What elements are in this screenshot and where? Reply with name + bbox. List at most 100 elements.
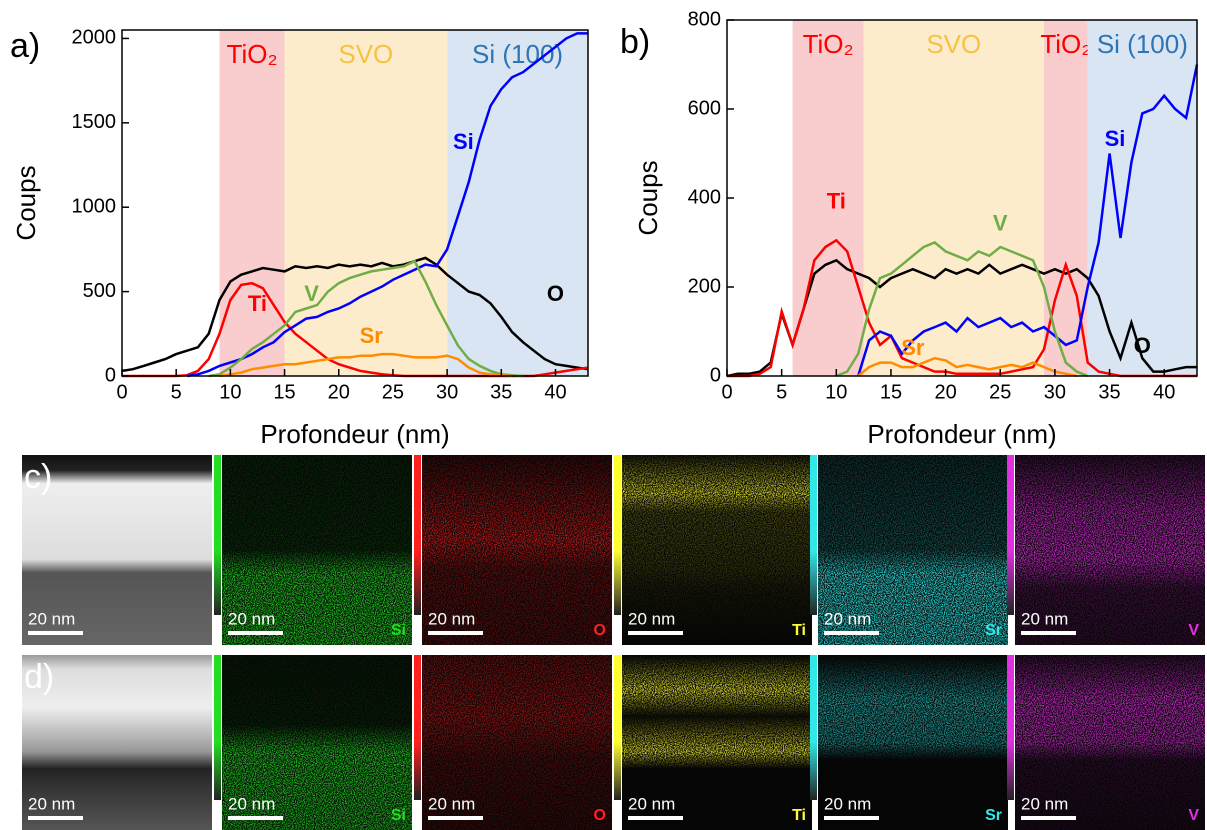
y-tick-label: 0 [710,364,721,386]
x-tick-label: 40 [544,381,566,403]
scale-bar [1021,631,1076,635]
series-line [857,64,1199,377]
y-tick-label: 200 [688,275,721,297]
y-tick-label: 400 [688,186,721,208]
color-bar [1007,455,1014,615]
region-label: TiO₂ [803,29,854,59]
y-tick-label: 500 [83,280,116,302]
scale-bar-label: 20 nm [824,609,871,628]
y-tick-label: 1500 [72,111,117,133]
x-tick-label: 30 [1044,381,1066,403]
x-tick-label: 25 [382,381,404,403]
y-tick-label: 0 [105,364,116,386]
color-bar [810,455,817,615]
y-axis-label: Coups [633,160,663,235]
x-tick-label: 5 [171,381,182,403]
scale-bar-label: 20 nm [228,794,275,813]
region [792,20,864,376]
x-tick-label: 15 [880,381,902,403]
scale-bar-label: 20 nm [228,609,275,628]
haadf-image [22,455,212,645]
scale-bar [428,631,483,635]
element-label: Ti [792,807,806,824]
scale-bar-label: 20 nm [628,609,675,628]
region-label: Si (100) [1097,29,1188,59]
region-label: SVO [926,29,981,59]
color-bar [214,455,221,615]
scale-bar-label: 20 nm [1021,609,1068,628]
element-map [818,655,1008,830]
x-tick-label: 20 [328,381,350,403]
element-map [222,655,412,830]
y-tick-label: 800 [688,8,721,30]
x-tick-label: 10 [219,381,241,403]
series-label: Sr [360,323,384,348]
element-map [622,455,812,645]
panel-label: a) [10,27,40,65]
element-label: O [594,622,606,639]
y-axis-label: Coups [11,165,41,240]
series-label: Ti [248,291,267,316]
x-tick-label: 35 [1098,381,1120,403]
scale-bar [824,631,879,635]
scale-bar [428,816,483,820]
x-tick-label: 5 [776,381,787,403]
x-tick-label: 20 [934,381,956,403]
x-axis-label: Profondeur (nm) [260,419,449,449]
y-tick-label: 2000 [72,27,117,49]
element-label: V [1188,807,1199,824]
x-tick-label: 0 [116,381,127,403]
x-tick-label: 30 [436,381,458,403]
scale-bar [628,631,683,635]
panel-label: c) [24,458,52,496]
element-label: V [1188,622,1199,639]
element-label: Si [391,622,406,639]
series-line [857,356,1078,378]
series-label: O [547,281,564,306]
series-label: Ti [827,188,846,213]
scale-bar [228,816,283,820]
scale-bar-label: 20 nm [28,794,75,813]
series-label: Si [1105,126,1126,151]
y-tick-label: 600 [688,97,721,119]
color-bar [214,655,221,800]
region-label: TiO₂ [227,39,278,69]
color-bar [810,655,817,800]
element-map [422,455,612,645]
element-map [818,455,1008,645]
color-bar [414,655,421,800]
series-label: Sr [901,335,925,360]
region [219,30,285,376]
region-label: TiO₂ [1040,29,1091,59]
element-label: O [594,807,606,824]
region-label: Si (100) [472,39,563,69]
series-line [186,32,588,378]
x-tick-label: 10 [825,381,847,403]
series-line [121,256,589,373]
haadf-image [22,655,212,830]
series-line [219,352,513,378]
series-label: Si [453,129,474,154]
scale-bar-label: 20 nm [628,794,675,813]
element-map [622,655,812,830]
y-tick-label: 1000 [72,196,117,218]
element-label: Sr [985,807,1002,824]
scale-bar [628,816,683,820]
x-tick-label: 25 [989,381,1011,403]
element-map [422,655,612,830]
series-label: O [1134,333,1151,358]
color-bar [614,655,621,800]
region-label: SVO [338,39,393,69]
series-line [208,259,524,378]
color-bar [1007,655,1014,800]
x-tick-label: 0 [721,381,732,403]
scale-bar [1021,816,1076,820]
element-map [1015,655,1205,830]
color-bar [614,455,621,615]
element-map [1015,455,1205,645]
series-line [835,241,1089,378]
x-axis-label: Profondeur (nm) [867,419,1056,449]
element-label: Ti [792,622,806,639]
element-label: Si [391,807,406,824]
